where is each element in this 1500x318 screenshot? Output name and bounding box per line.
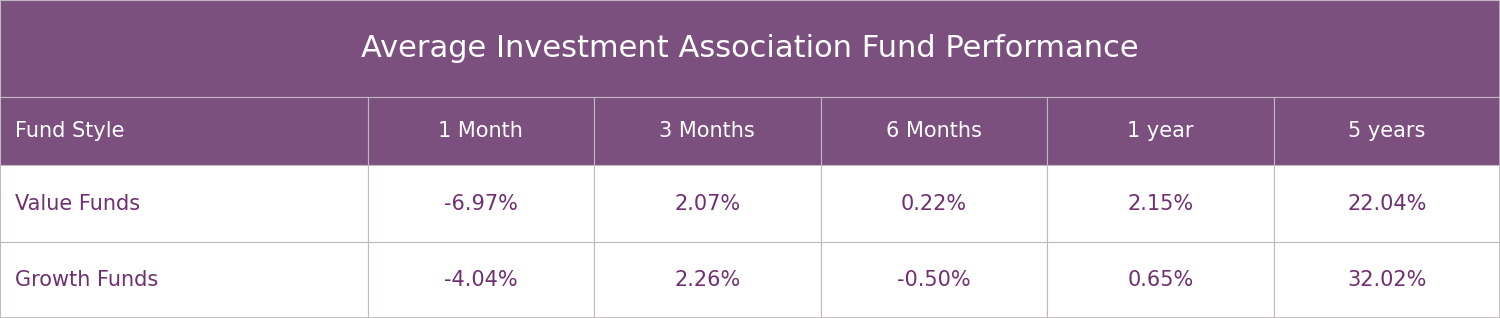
Bar bbox=[821, 165, 1047, 242]
Text: 2.15%: 2.15% bbox=[1126, 194, 1194, 213]
Text: 5 years: 5 years bbox=[1348, 121, 1425, 141]
Text: Fund Style: Fund Style bbox=[15, 121, 125, 141]
Text: 0.65%: 0.65% bbox=[1126, 270, 1194, 290]
Bar bbox=[594, 97, 820, 165]
Bar bbox=[0, 97, 368, 165]
Bar bbox=[1274, 165, 1500, 242]
Text: -6.97%: -6.97% bbox=[444, 194, 518, 213]
Text: 3 Months: 3 Months bbox=[660, 121, 754, 141]
Text: -4.04%: -4.04% bbox=[444, 270, 518, 290]
Bar bbox=[1047, 242, 1274, 318]
Text: Growth Funds: Growth Funds bbox=[15, 270, 158, 290]
Text: Average Investment Association Fund Performance: Average Investment Association Fund Perf… bbox=[362, 34, 1138, 63]
Bar bbox=[1274, 242, 1500, 318]
Bar bbox=[821, 97, 1047, 165]
Text: 32.02%: 32.02% bbox=[1347, 270, 1426, 290]
Bar bbox=[0, 165, 368, 242]
Bar bbox=[368, 242, 594, 318]
Bar bbox=[0, 0, 1500, 97]
Text: 2.07%: 2.07% bbox=[674, 194, 741, 213]
Bar bbox=[1274, 97, 1500, 165]
Text: 1 Month: 1 Month bbox=[438, 121, 524, 141]
Text: Value Funds: Value Funds bbox=[15, 194, 140, 213]
Text: -0.50%: -0.50% bbox=[897, 270, 971, 290]
Bar bbox=[1047, 97, 1274, 165]
Text: 2.26%: 2.26% bbox=[674, 270, 741, 290]
Text: 0.22%: 0.22% bbox=[900, 194, 968, 213]
Bar bbox=[0, 242, 368, 318]
Bar bbox=[821, 242, 1047, 318]
Bar bbox=[1047, 165, 1274, 242]
Bar bbox=[594, 242, 820, 318]
Bar bbox=[368, 165, 594, 242]
Bar bbox=[368, 97, 594, 165]
Text: 6 Months: 6 Months bbox=[886, 121, 981, 141]
Bar bbox=[594, 165, 820, 242]
Text: 1 year: 1 year bbox=[1126, 121, 1194, 141]
Text: 22.04%: 22.04% bbox=[1347, 194, 1426, 213]
